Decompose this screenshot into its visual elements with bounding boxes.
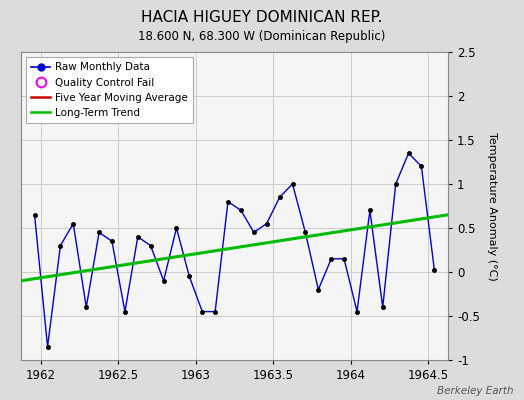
Legend: Raw Monthly Data, Quality Control Fail, Five Year Moving Average, Long-Term Tren: Raw Monthly Data, Quality Control Fail, … <box>26 57 193 123</box>
Text: HACIA HIGUEY DOMINICAN REP.: HACIA HIGUEY DOMINICAN REP. <box>141 10 383 25</box>
Y-axis label: Temperature Anomaly (°C): Temperature Anomaly (°C) <box>487 132 497 280</box>
Text: 18.600 N, 68.300 W (Dominican Republic): 18.600 N, 68.300 W (Dominican Republic) <box>138 30 386 43</box>
Text: Berkeley Earth: Berkeley Earth <box>437 386 514 396</box>
